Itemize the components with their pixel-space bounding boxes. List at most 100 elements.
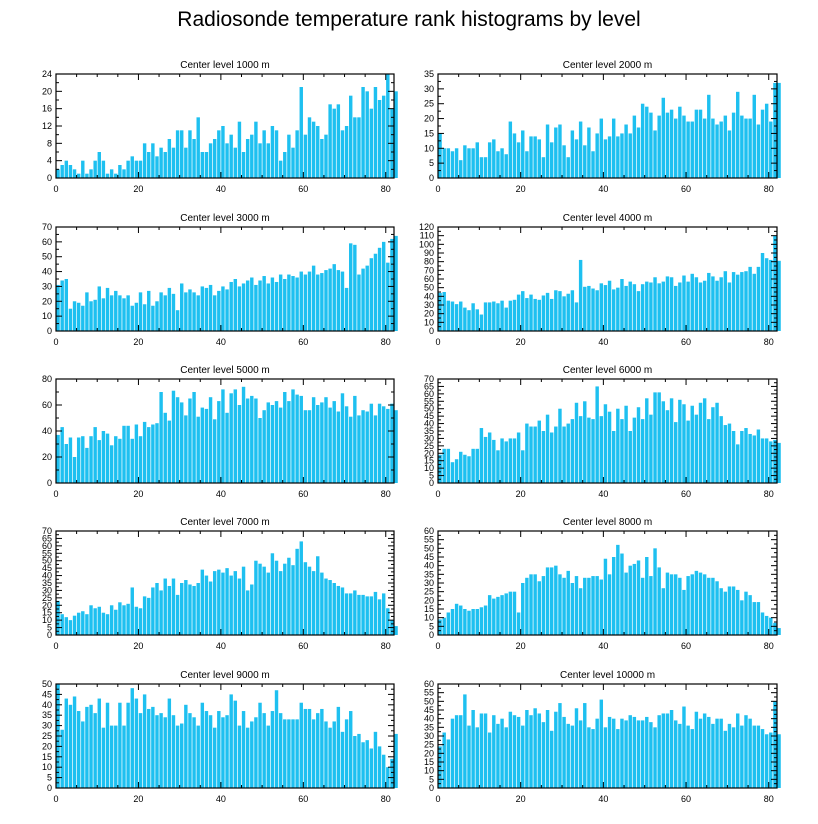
bar [68, 620, 73, 635]
y-tick-label: 40 [424, 419, 434, 429]
bar [262, 410, 266, 483]
bar [487, 732, 492, 788]
bar [105, 433, 110, 483]
bar [607, 574, 612, 635]
bar [694, 414, 699, 483]
bar [690, 273, 694, 331]
bar [81, 436, 85, 483]
bar [620, 419, 624, 483]
bar [373, 731, 378, 788]
bar [175, 310, 180, 331]
bar [632, 284, 637, 331]
bar [558, 291, 562, 331]
bar [97, 698, 101, 788]
bar [599, 416, 604, 483]
bar [446, 612, 451, 635]
bar [258, 418, 262, 483]
bar [496, 151, 500, 178]
bar [508, 438, 513, 483]
bar [303, 708, 308, 788]
bar [283, 719, 287, 788]
y-tick-label: 5 [47, 773, 52, 783]
bar [756, 124, 761, 178]
bar [353, 590, 357, 635]
y-tick-label: 0 [47, 478, 52, 488]
x-tick-label: 0 [53, 337, 58, 347]
bar [188, 289, 192, 331]
bar [549, 298, 554, 331]
x-tick-label: 0 [435, 794, 440, 804]
y-tick-label: 25 [42, 731, 52, 741]
bar [545, 292, 550, 331]
bar [636, 127, 641, 178]
bar [603, 139, 608, 178]
panel-title: Center level 9000 m [180, 670, 270, 681]
bar [769, 617, 773, 635]
bar [529, 715, 533, 788]
y-tick-label: 8 [47, 138, 52, 148]
bar [229, 575, 233, 635]
bar [686, 281, 690, 331]
bar [381, 241, 386, 331]
y-tick-label: 50 [424, 404, 434, 414]
bar [438, 746, 442, 788]
bar [459, 160, 463, 178]
bar [487, 432, 492, 483]
bar [262, 713, 266, 788]
bar [204, 711, 209, 788]
y-tick-label: 25 [424, 587, 434, 597]
bar [167, 139, 172, 178]
bar [361, 410, 365, 483]
x-tick-label: 80 [764, 794, 774, 804]
bar [777, 260, 781, 331]
bar [291, 147, 295, 178]
bar [773, 622, 777, 635]
y-tick-label: 60 [42, 400, 52, 410]
bar [97, 606, 101, 635]
bar [283, 392, 287, 483]
bar [727, 723, 732, 788]
bar [56, 434, 60, 483]
bar [295, 277, 299, 331]
bar [624, 720, 628, 788]
bar [60, 165, 64, 178]
bar [487, 302, 492, 331]
bar [72, 301, 77, 331]
bar [97, 440, 101, 483]
bar [171, 147, 176, 178]
bar [628, 565, 632, 635]
bar [151, 305, 155, 331]
bar [254, 717, 258, 788]
bar [212, 727, 217, 788]
bar [72, 457, 77, 483]
bar [386, 767, 390, 788]
bar [744, 428, 748, 483]
bar [744, 715, 748, 788]
y-tick-label: 5 [429, 774, 434, 784]
bar [353, 736, 357, 788]
bar [196, 416, 200, 483]
bar [640, 284, 645, 331]
y-tick-label: 35 [424, 722, 434, 732]
y-tick-label: 20 [424, 309, 434, 319]
bar [171, 715, 176, 788]
y-tick-label: 40 [42, 571, 52, 581]
bar [229, 281, 233, 331]
x-tick-label: 60 [298, 184, 308, 194]
bar [229, 134, 233, 178]
bar [591, 576, 595, 635]
bar [357, 733, 361, 788]
figure-title: Radiosonde temperature rank histograms b… [177, 8, 641, 31]
bar [328, 407, 332, 483]
y-tick-label: 0 [47, 630, 52, 640]
bar [196, 725, 200, 788]
bar [353, 244, 357, 331]
bar [723, 425, 728, 483]
x-tick-label: 40 [216, 489, 226, 499]
bar [60, 729, 64, 788]
bar [752, 725, 756, 788]
bar [719, 121, 723, 178]
bar [287, 274, 291, 331]
bar [192, 585, 196, 635]
